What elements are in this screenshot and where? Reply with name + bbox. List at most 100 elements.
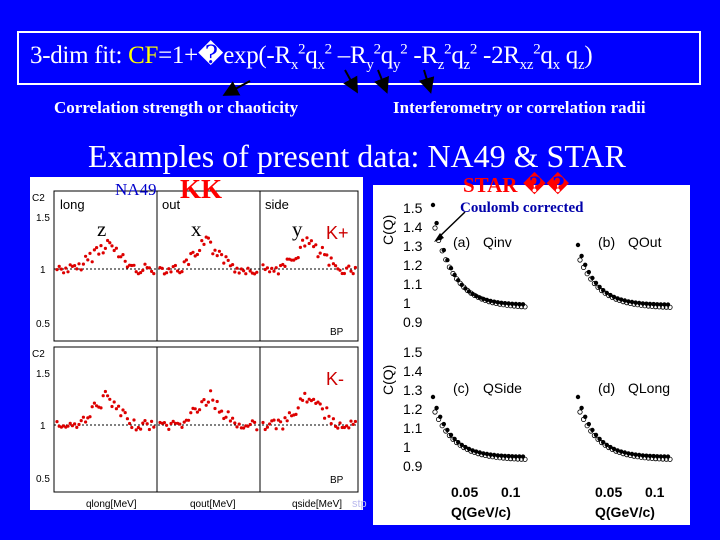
na49-point: [139, 271, 143, 275]
na49-point: [272, 269, 276, 273]
na49-point: [224, 255, 228, 259]
na49-point: [193, 407, 197, 411]
na49-point: [136, 425, 140, 430]
star-point-filled: [615, 448, 620, 453]
na49-x-labels: qlong[MeV] qout[MeV] qside[MeV]: [86, 499, 342, 510]
star-point-filled: [586, 421, 591, 427]
star-point-open: [577, 257, 583, 263]
star-point-filled: [463, 444, 468, 450]
na49-point: [68, 421, 72, 425]
na49-point: [117, 404, 121, 408]
na49-point: [334, 424, 338, 428]
fit-formula: 3-dim fit: CF=1+�exp(-Rx2qx2 –Ry2qy2 -Rz…: [30, 41, 593, 73]
na49-point: [209, 240, 213, 244]
star-point-filled: [651, 453, 656, 459]
star-point-open: [667, 304, 673, 310]
star-point-filled: [665, 302, 671, 307]
na49-point: [213, 406, 217, 411]
na49-ylabel-top: C2: [32, 193, 45, 204]
star-point-filled: [622, 298, 627, 303]
na49-point: [64, 266, 68, 270]
na49-point: [320, 407, 324, 411]
na49-point: [353, 419, 357, 424]
na49-ylabel-bottom: C2: [32, 349, 45, 360]
star-point-filled: [502, 453, 508, 459]
na49-point: [261, 420, 265, 425]
star-point-filled: [637, 452, 642, 458]
na49-point: [255, 270, 259, 274]
na49-point: [237, 422, 241, 426]
na49-frame-out-bottom: [156, 346, 261, 493]
na49-point: [242, 426, 246, 430]
star-xtick-3: 0.05: [595, 484, 622, 500]
na49-point: [132, 418, 136, 422]
star-point-filled: [492, 452, 497, 458]
star-point-open: [432, 409, 438, 415]
panel-d-name: QLong: [628, 380, 670, 396]
na49-point: [349, 419, 353, 423]
na49-point: [215, 399, 219, 404]
star-point-filled: [470, 448, 475, 453]
na49-point: [312, 397, 316, 401]
star-point-filled: [575, 242, 581, 248]
svg-text:0.5: 0.5: [36, 319, 50, 330]
na49-point: [283, 416, 287, 420]
na49-point: [180, 425, 184, 429]
annotation-arrows: [222, 69, 435, 96]
na49-point: [263, 427, 267, 432]
na49-point: [79, 268, 83, 272]
star-point-filled: [445, 427, 450, 433]
na49-point: [200, 239, 204, 243]
na49-point: [119, 414, 123, 418]
star-point-filled: [611, 446, 617, 452]
na49-point: [340, 271, 344, 276]
na49-point: [347, 264, 351, 268]
na49-point: [294, 412, 298, 416]
star-point-filled: [608, 292, 613, 298]
na49-point: [279, 420, 283, 424]
na49-point: [150, 419, 154, 423]
na49-point: [237, 271, 241, 275]
star-ytick: 1.1: [403, 276, 423, 292]
star-point-filled: [579, 405, 584, 411]
star-xtick-1: 0.05: [451, 484, 478, 500]
na49-point: [202, 242, 206, 246]
na49-point: [290, 258, 294, 262]
na49-point: [99, 244, 103, 248]
star-point-filled: [611, 294, 617, 300]
na49-point: [187, 262, 191, 267]
star-point-filled: [517, 302, 522, 307]
star-ylabel-top: C(Q): [380, 215, 396, 245]
star-ytick: 0.9: [403, 458, 423, 474]
na49-point: [195, 410, 199, 414]
na49-point: [73, 264, 77, 268]
na49-plot-panel: 1.5 1 0.5 1.5 1 0.5 C2 C2 long out side K+ K…: [30, 177, 363, 510]
na49-point: [338, 421, 342, 425]
na49-point: [110, 244, 114, 248]
na49-point: [143, 262, 147, 266]
na49-point: [88, 251, 92, 255]
na49-point: [184, 258, 188, 262]
na49-point: [226, 258, 230, 262]
na49-point: [263, 267, 267, 272]
axis-y-label: y: [292, 217, 303, 241]
na49-point: [351, 272, 355, 276]
na49-point: [117, 255, 121, 259]
star-title: STAR ��: [463, 173, 570, 197]
na49-point: [233, 421, 237, 425]
na49-point: [112, 248, 116, 253]
na49-point: [340, 425, 344, 430]
star-point-filled: [640, 301, 645, 306]
na49-point: [327, 414, 331, 418]
panel-c-name: QSide: [483, 380, 522, 396]
na49-point: [110, 404, 114, 409]
na49-point: [303, 391, 307, 395]
star-point-filled: [502, 301, 508, 306]
star-point-filled: [626, 299, 631, 304]
star-point-filled: [579, 253, 584, 259]
star-point-filled: [651, 301, 656, 307]
star-point-filled: [452, 436, 457, 442]
na49-point: [211, 398, 215, 402]
na49-point: [202, 398, 206, 402]
tab-long: long: [60, 197, 85, 212]
